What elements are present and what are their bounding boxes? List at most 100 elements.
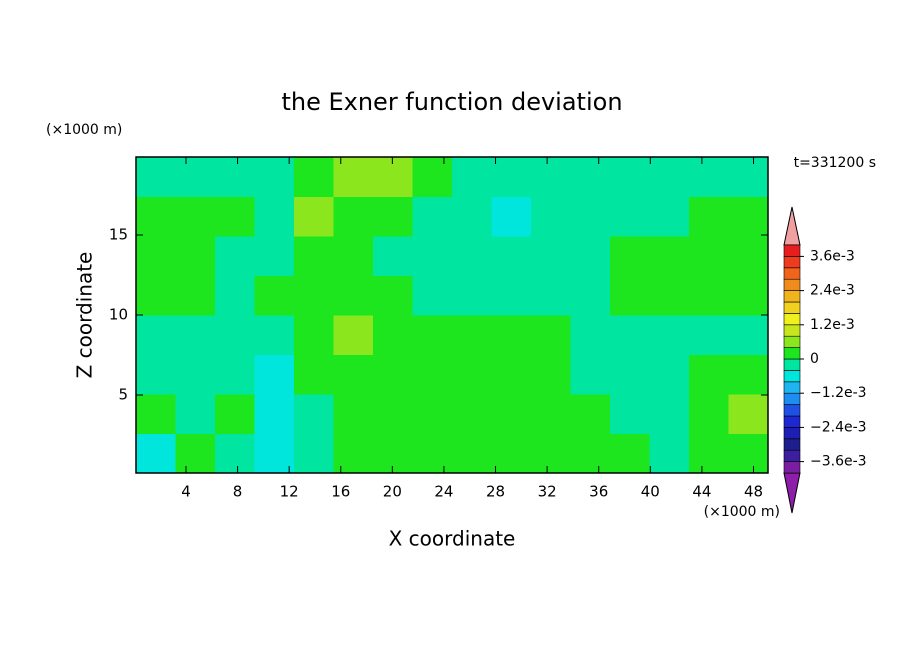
field-cell — [531, 394, 571, 434]
time-label: t=331200 s — [794, 155, 876, 171]
field-cell — [531, 354, 571, 395]
colorbar-band — [783, 438, 801, 451]
field-cell — [531, 157, 571, 197]
colorbar-tick-label: 3.6e-3 — [810, 248, 855, 264]
field-cell — [531, 196, 571, 237]
colorbar-band — [783, 335, 801, 348]
field-cell — [412, 394, 453, 434]
field-cell — [254, 236, 295, 276]
colorbar-tick-label: −3.6e-3 — [810, 454, 867, 470]
field-cell — [649, 354, 690, 395]
colorbar-band — [783, 244, 801, 257]
field-cell — [373, 354, 413, 395]
field-cell — [294, 433, 334, 474]
field-cell — [610, 433, 650, 474]
x-tick-label: 8 — [233, 483, 243, 501]
colorbar-extend-bottom — [783, 472, 801, 514]
colorbar-band — [783, 358, 801, 371]
field-cell — [649, 236, 690, 276]
field-cell — [728, 196, 769, 237]
field-cell — [136, 315, 176, 355]
x-tick-label: 16 — [331, 483, 350, 501]
field-cell — [136, 433, 176, 474]
contour-field — [136, 157, 769, 474]
field-cell — [136, 236, 176, 276]
field-cell — [649, 275, 690, 316]
field-cell — [728, 315, 769, 355]
x-tick-label: 44 — [692, 483, 711, 501]
colorbar-band — [783, 392, 801, 405]
colorbar-band — [783, 404, 801, 417]
y-axis-label: Z coordinate — [73, 252, 97, 379]
field-cell — [333, 315, 374, 355]
field-cell — [136, 196, 176, 237]
field-cell — [531, 275, 571, 316]
field-cell — [136, 394, 176, 434]
field-cell — [689, 433, 729, 474]
y-tick-label: 15 — [109, 226, 128, 244]
field-cell — [649, 196, 690, 237]
field-cell — [491, 433, 532, 474]
field-cell — [215, 354, 255, 395]
chart-title: the Exner function deviation — [281, 88, 622, 116]
field-cell — [333, 433, 374, 474]
colorbar-tick-label: −2.4e-3 — [810, 419, 867, 435]
field-cell — [333, 275, 374, 316]
colorbar-tick-label: 1.2e-3 — [810, 317, 855, 333]
field-cell — [452, 394, 492, 434]
field-cell — [452, 433, 492, 474]
field-cell — [610, 315, 650, 355]
x-tick-label: 28 — [486, 483, 505, 501]
field-cell — [175, 394, 216, 434]
field-cell — [215, 196, 255, 237]
field-cell — [254, 315, 295, 355]
y-unit: (×1000 m) — [46, 122, 122, 138]
field-cell — [294, 275, 334, 316]
field-cell — [215, 157, 255, 197]
field-cell — [294, 196, 334, 237]
field-cell — [175, 275, 216, 316]
field-cell — [333, 354, 374, 395]
field-cell — [175, 433, 216, 474]
field-cell — [373, 236, 413, 276]
field-cell — [175, 315, 216, 355]
field-cell — [610, 196, 650, 237]
colorbar-band — [783, 427, 801, 440]
field-cell — [215, 315, 255, 355]
field-cell — [728, 157, 769, 197]
field-cell — [412, 157, 453, 197]
field-cell — [610, 275, 650, 316]
field-cell — [610, 354, 650, 395]
field-cell — [333, 157, 374, 197]
field-cell — [570, 196, 611, 237]
colorbar-band — [783, 278, 801, 291]
field-cell — [412, 433, 453, 474]
field-cell — [136, 275, 176, 316]
field-cell — [136, 157, 176, 197]
colorbar-band — [783, 449, 801, 462]
field-cell — [728, 275, 769, 316]
colorbar-band — [783, 370, 801, 383]
field-cell — [373, 196, 413, 237]
field-cell — [570, 275, 611, 316]
field-cell — [531, 315, 571, 355]
colorbar-band — [783, 301, 801, 314]
colorbar-band — [783, 461, 801, 474]
field-cell — [294, 354, 334, 395]
field-cell — [491, 275, 532, 316]
field-cell — [570, 354, 611, 395]
field-cell — [254, 196, 295, 237]
field-cell — [373, 275, 413, 316]
field-cell — [689, 354, 729, 395]
colorbar-tick-label: 0 — [810, 351, 819, 367]
field-cell — [215, 433, 255, 474]
colorbar-band — [783, 347, 801, 360]
field-cell — [412, 236, 453, 276]
colorbar-tick-label: −1.2e-3 — [810, 385, 867, 401]
field-cell — [491, 354, 532, 395]
colorbar-band — [783, 290, 801, 303]
field-cell — [531, 433, 571, 474]
field-cell — [254, 394, 295, 434]
